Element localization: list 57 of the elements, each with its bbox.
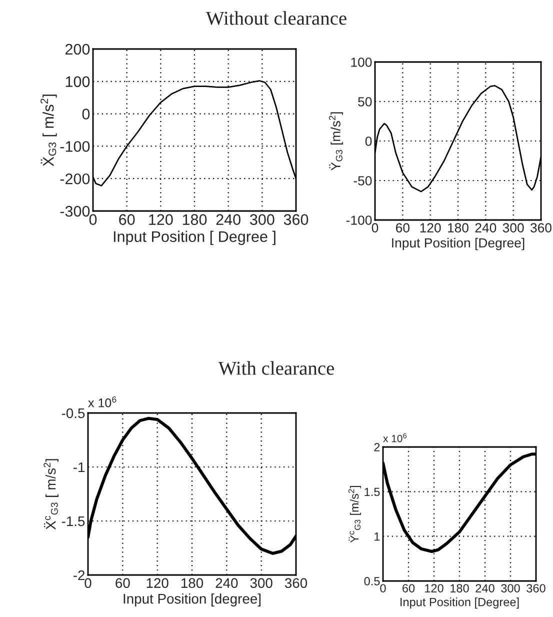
- y-tick-label: 2: [374, 443, 380, 452]
- y-axis-title: Ẍ$^{c}$$_{G3}$ [ m/s$^{2}$]: [44, 459, 58, 530]
- x-tick-label: 60: [119, 214, 135, 225]
- x-tick-label: 120: [149, 214, 173, 225]
- y-tick-label: 100: [351, 58, 372, 67]
- x-tick-label: 240: [475, 223, 496, 232]
- y-tick-label: 100: [66, 76, 90, 88]
- y-tick-label: 50: [358, 97, 372, 106]
- x-tick-label: 360: [526, 584, 546, 592]
- x-tick-label: 240: [216, 578, 238, 588]
- y-tick-label: -100: [60, 141, 90, 152]
- y-tick-label: 0.5: [364, 577, 380, 586]
- y-tick-label: -200: [60, 173, 90, 184]
- y-axis-title: Ÿ$^{c}$$_{G3}$ [m/s$^{2}$]: [348, 486, 361, 543]
- x-tick-label: 300: [250, 214, 274, 225]
- x-tick-label: 120: [420, 223, 441, 232]
- chart-title: Without clearance: [206, 11, 346, 25]
- x-tick-label: 360: [284, 214, 308, 225]
- x-tick-label: 180: [181, 578, 204, 588]
- x-axis-title: Input Position [degree]: [124, 594, 261, 606]
- y-tick-label: 0: [365, 136, 372, 146]
- x-tick-label: 300: [501, 584, 520, 592]
- x-tick-label: 180: [450, 584, 469, 592]
- x-tick-label: 60: [396, 223, 410, 232]
- x-tick-label: 300: [250, 578, 272, 588]
- y-tick-label: 0: [82, 108, 90, 120]
- y-tick-label: 1: [374, 532, 380, 541]
- y-tick-label: -2: [73, 570, 85, 580]
- x-axis-title: Input Position [Degree]: [392, 238, 524, 250]
- y-tick-label: -0.5: [62, 408, 85, 418]
- x-tick-label: 120: [146, 578, 168, 588]
- text: x 10$^{6}$: [88, 396, 116, 408]
- y-tick-label: 1.5: [364, 488, 380, 496]
- y-tick-label: -100: [346, 216, 372, 225]
- x-tick-label: 360: [284, 578, 308, 588]
- x-tick-label: 60: [402, 584, 415, 592]
- x-tick-label: 240: [476, 584, 494, 592]
- y-tick-label: -300: [60, 206, 90, 217]
- x-tick-label: 60: [116, 578, 130, 588]
- y-tick-label: -1: [73, 462, 85, 472]
- x-axis-title: Input Position [Degree]: [400, 598, 519, 609]
- x-tick-label: 240: [216, 214, 240, 225]
- x-tick-label: 0: [89, 214, 97, 225]
- x-axis-title: Input Position [ Degree ]: [114, 230, 276, 246]
- y-tick-label: 200: [66, 44, 90, 55]
- x-tick-label: 180: [182, 214, 207, 225]
- x-tick-label: 360: [530, 223, 552, 232]
- y-axis-title: Ÿ$_{G3}$ [m/s$^{2}$]: [328, 112, 343, 170]
- y-tick-label: -1.5: [62, 516, 85, 526]
- x-tick-label: 300: [502, 223, 524, 232]
- x-tick-label: 0: [380, 584, 386, 592]
- y-tick-label: -50: [354, 176, 372, 186]
- y-axis-title: Ẍ$_{G3}$ [ m/s$^{2}$]: [40, 94, 57, 166]
- chart-title: With clearance: [218, 361, 334, 375]
- x-tick-label: 120: [425, 584, 444, 592]
- text: x 10$^{6}$: [383, 433, 407, 442]
- x-tick-label: 180: [448, 223, 468, 232]
